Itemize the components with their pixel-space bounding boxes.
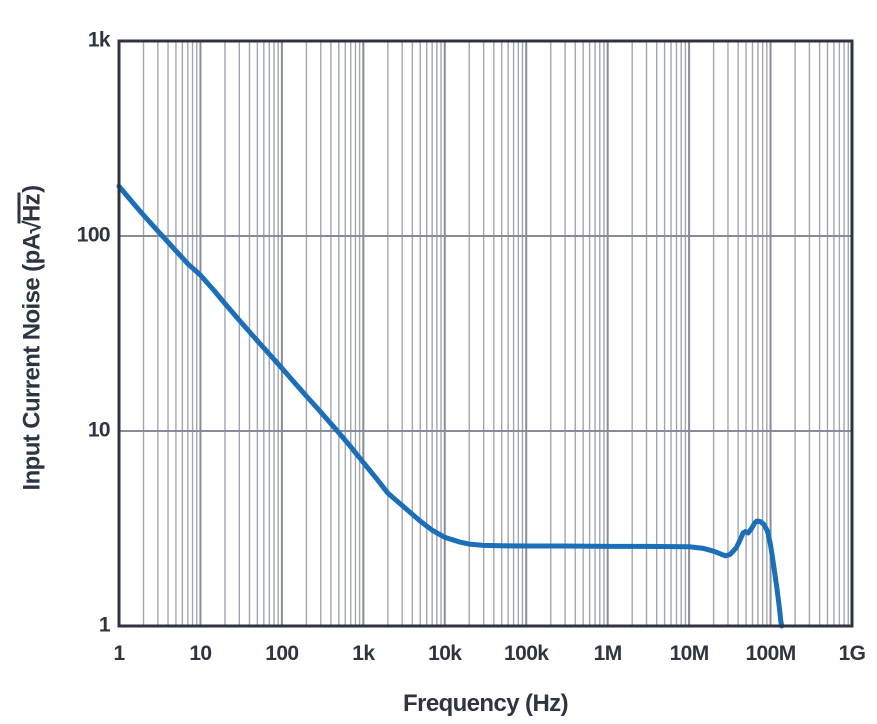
y-tick-label-100: 100 [76,223,111,247]
x-tick-label-1: 1 [113,642,125,665]
x-tick-label-1k: 1k [352,642,375,665]
x-tick-label-10M: 10M [669,642,710,665]
y-tick-label-10: 10 [87,418,111,442]
x-tick-label-100: 100 [265,642,299,665]
x-tick-label-10k: 10k [428,642,462,665]
y-tick-label-1: 1 [98,613,111,637]
plot-border [117,39,854,628]
noise-curve [116,183,785,629]
x-tick-label-100M: 100M [745,642,796,665]
y-tick-label-1k: 1k [87,28,111,52]
x-tick-label-10: 10 [189,642,212,665]
x-tick-label-100k: 100k [504,642,549,665]
x-tick-label-1M: 1M [593,642,623,665]
x-tick-label-1G: 1G [838,642,866,665]
x-axis-title: Frequency (Hz) [403,690,569,717]
